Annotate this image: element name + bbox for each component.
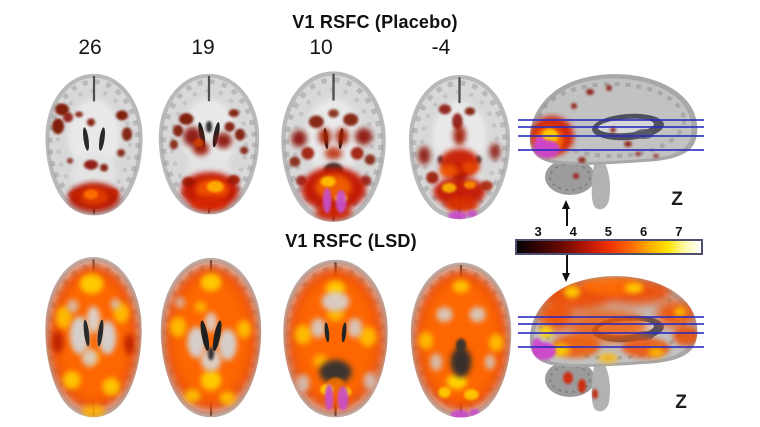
colorbar: 3 4 5 6 7 [515,224,703,255]
axial-slice-lsd-zneg4 [399,254,523,427]
lsd-panel-title: V1 RSFC (LSD) [285,231,417,251]
slice-z-label-10: 10 [309,36,333,59]
arrow-up-icon [560,200,573,227]
sagittal-view-lsd [516,266,710,418]
colorbar-gradient [515,239,703,255]
axial-slice-lsd-z10 [271,251,400,427]
axial-slice-placebo-z19 [147,66,271,223]
colorbar-tick-label: 4 [569,224,577,239]
colorbar-tick-label: 6 [639,224,648,239]
arrow-down-icon [560,255,573,282]
axial-slice-placebo-z10 [269,63,398,231]
slice-z-label-neg4: -4 [431,36,451,59]
axial-slice-lsd-z26 [34,248,153,427]
sagittal-view-placebo [516,64,710,216]
axial-slice-placebo-zneg4 [397,67,522,228]
z-axis-label-top: Z [671,189,683,210]
slice-z-label-19: 19 [191,36,215,59]
placebo-panel-title: V1 RSFC (Placebo) [292,12,458,32]
axial-slice-lsd-z19 [149,249,273,427]
z-axis-label-bottom: Z [675,392,687,413]
colorbar-tick-labels: 3 4 5 6 7 [515,224,703,239]
axial-slice-placebo-z26 [34,66,154,224]
colorbar-tick-label: 5 [604,224,613,239]
colorbar-tick-label: 7 [675,224,683,239]
colorbar-tick-label: 3 [534,224,542,239]
slice-z-label-26: 26 [78,36,102,59]
